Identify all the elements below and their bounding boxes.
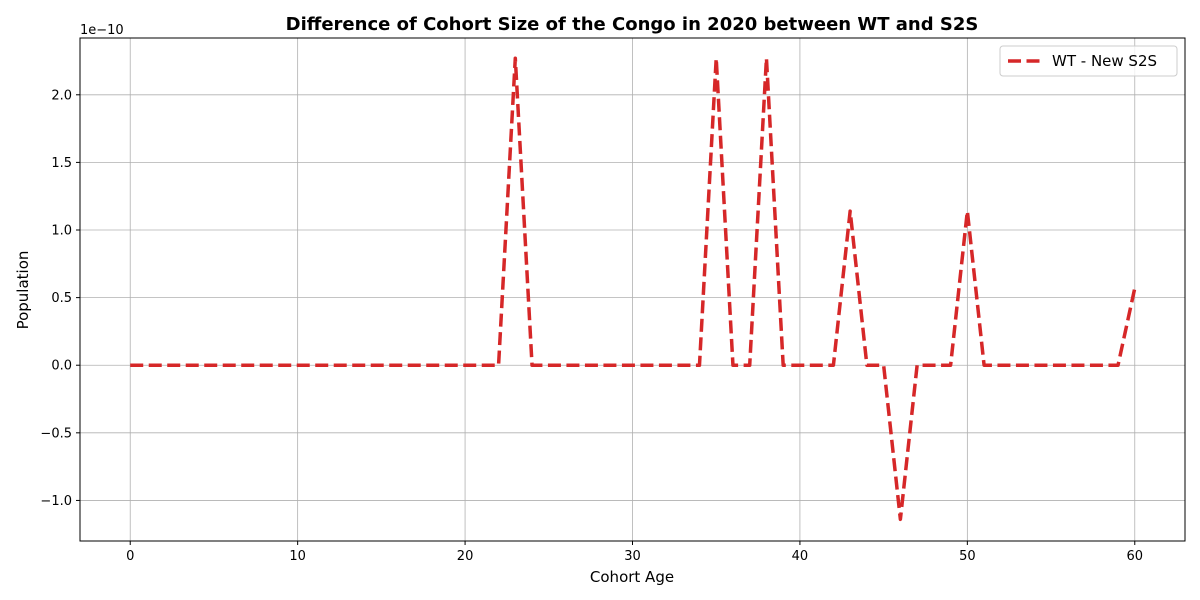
y-tick-label: 1.5: [51, 156, 72, 171]
grid: [80, 38, 1185, 541]
x-tick-label: 10: [289, 549, 306, 564]
x-tick-label: 20: [457, 549, 474, 564]
y-axis-label: Population: [14, 251, 32, 330]
y-tick-label: 2.0: [51, 88, 72, 103]
legend-label: WT - New S2S: [1052, 52, 1157, 70]
chart-title: Difference of Cohort Size of the Congo i…: [286, 14, 979, 35]
x-tick-label: 40: [792, 549, 809, 564]
y-tick-label: 0.5: [51, 291, 72, 306]
series-layer: [130, 56, 1137, 522]
x-tick-label: 60: [1126, 549, 1143, 564]
y-axis: −1.0 −0.5 0.0 0.5 1.0 1.5 2.0: [40, 88, 80, 509]
y-tick-label: −0.5: [40, 426, 72, 441]
y-tick-label: 0.0: [51, 359, 72, 374]
x-tick-label: 30: [624, 549, 641, 564]
legend-box: [999, 45, 1178, 77]
y-axis-scale-label: 1e−10: [80, 23, 124, 38]
x-axis-label: Cohort Age: [590, 568, 674, 586]
x-tick-label: 0: [126, 549, 134, 564]
x-tick-label: 50: [959, 549, 976, 564]
y-tick-label: −1.0: [40, 494, 72, 509]
x-axis: 0 10 20 30 40 50 60: [126, 541, 1143, 564]
legend: WT - New S2S: [999, 45, 1178, 77]
y-tick-label: 1.0: [51, 224, 72, 239]
series-line-0: [130, 56, 1137, 522]
